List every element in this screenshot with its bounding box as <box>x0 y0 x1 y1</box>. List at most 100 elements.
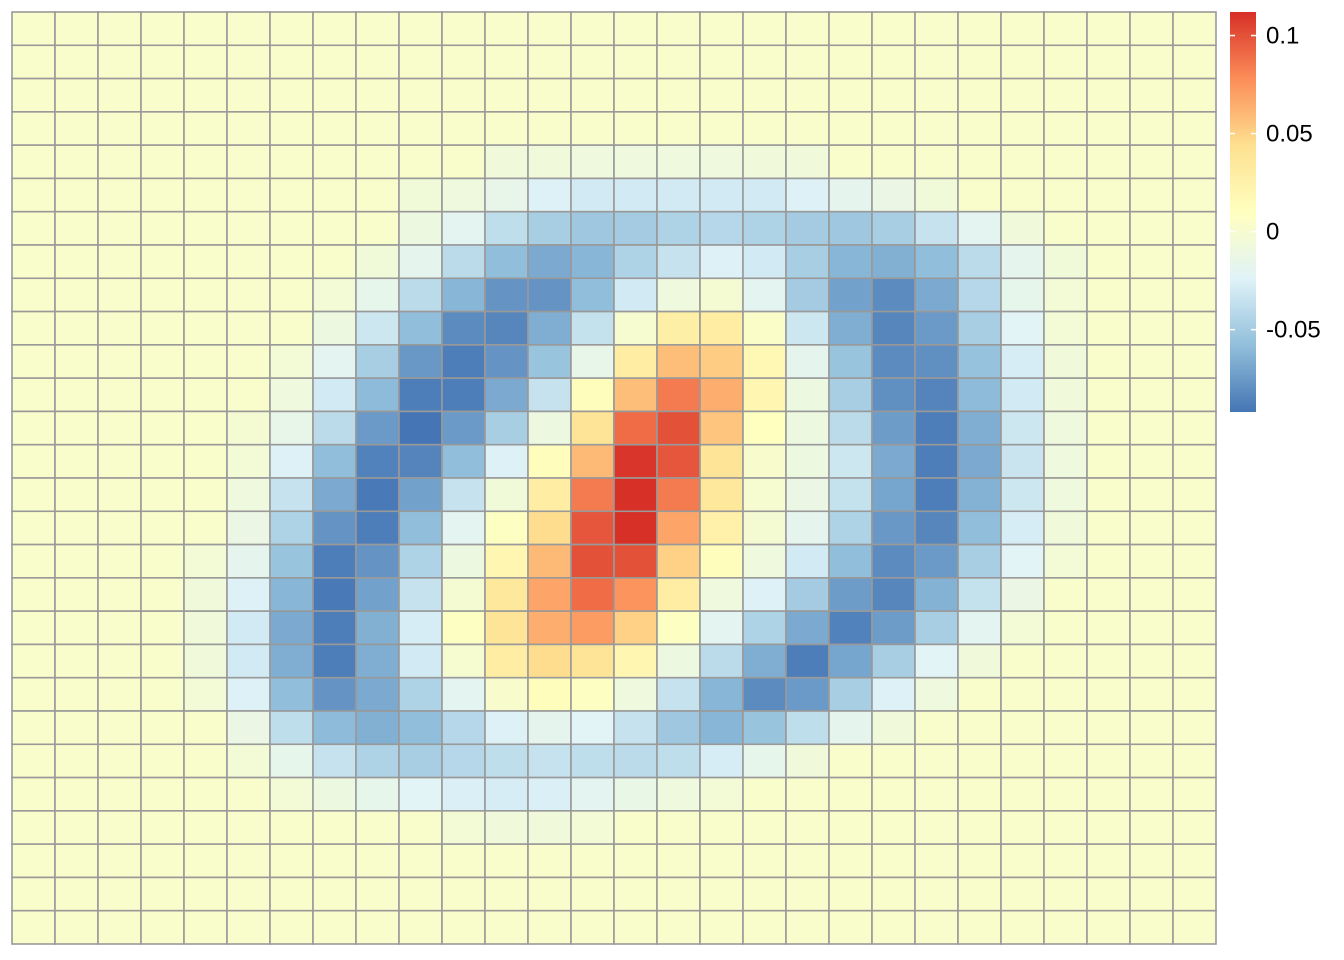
heatmap-cell <box>957 810 1002 845</box>
heatmap-cell <box>570 377 615 413</box>
heatmap-cell <box>570 177 615 213</box>
heatmap-cell <box>957 876 1002 912</box>
heatmap-cell <box>226 810 271 845</box>
heatmap-cell <box>226 710 271 746</box>
heatmap-cell <box>1172 44 1217 80</box>
heatmap-cell <box>570 44 615 80</box>
heatmap-cell <box>355 44 400 80</box>
heatmap-cell <box>54 776 99 812</box>
heatmap-cell <box>54 676 99 712</box>
heatmap-cell <box>699 643 744 679</box>
heatmap-cell <box>54 410 99 446</box>
heatmap-cell <box>1043 410 1088 446</box>
heatmap-cell <box>398 344 443 379</box>
heatmap-cell <box>699 843 744 879</box>
heatmap-cell <box>398 643 443 679</box>
heatmap-cell <box>97 410 142 446</box>
heatmap-cell <box>699 310 744 346</box>
heatmap-cell <box>1129 676 1174 712</box>
heatmap-cell <box>828 111 873 146</box>
heatmap-cell <box>785 876 830 912</box>
heatmap-cell <box>828 543 873 579</box>
heatmap-cell <box>398 477 443 513</box>
heatmap-cell <box>699 44 744 80</box>
heatmap-cell <box>1129 776 1174 812</box>
heatmap-cell <box>355 543 400 579</box>
heatmap-cell <box>871 410 916 446</box>
heatmap-cell <box>828 876 873 912</box>
heatmap-cell <box>742 810 787 845</box>
heatmap-cell <box>570 776 615 812</box>
heatmap-cell <box>699 177 744 213</box>
heatmap-cell <box>441 676 486 712</box>
heatmap-cell <box>97 510 142 546</box>
heatmap-cell <box>1000 410 1045 446</box>
heatmap-cell <box>742 443 787 479</box>
heatmap-cell <box>355 810 400 845</box>
heatmap-cell <box>269 643 314 679</box>
heatmap-cell <box>914 44 959 80</box>
heatmap-cell <box>269 77 314 113</box>
heatmap-cell <box>699 377 744 413</box>
heatmap-cell <box>742 676 787 712</box>
heatmap-cell <box>183 44 228 80</box>
heatmap-cell <box>398 377 443 413</box>
heatmap-cell <box>183 277 228 313</box>
heatmap-cell <box>1000 144 1045 180</box>
heatmap-cell <box>484 743 529 779</box>
heatmap-cell <box>140 210 185 246</box>
heatmap-cell <box>11 77 56 113</box>
heatmap-cell <box>140 810 185 845</box>
heatmap-cell <box>441 144 486 180</box>
heatmap-cell <box>1043 776 1088 812</box>
heatmap-cell <box>1086 11 1131 47</box>
heatmap-cell <box>97 11 142 47</box>
heatmap-cell <box>656 776 701 812</box>
heatmap-cell <box>398 577 443 612</box>
heatmap-cell <box>828 610 873 646</box>
heatmap-cell <box>1172 443 1217 479</box>
heatmap-cell <box>1000 810 1045 845</box>
heatmap-cell <box>269 410 314 446</box>
heatmap-cell <box>656 210 701 246</box>
heatmap-cell <box>140 77 185 113</box>
heatmap-cell <box>398 610 443 646</box>
heatmap-cell <box>54 710 99 746</box>
heatmap-cell <box>828 11 873 47</box>
heatmap-cell <box>699 876 744 912</box>
heatmap-cell <box>742 843 787 879</box>
heatmap-cell <box>1000 377 1045 413</box>
heatmap-cell <box>1000 743 1045 779</box>
heatmap-cell <box>140 44 185 80</box>
heatmap-cell <box>54 477 99 513</box>
heatmap-cell <box>914 344 959 379</box>
heatmap-cell <box>828 510 873 546</box>
heatmap-cell <box>527 676 572 712</box>
heatmap-cell <box>914 177 959 213</box>
heatmap-cell <box>140 510 185 546</box>
heatmap-cell <box>226 443 271 479</box>
colorbar-ticks: 0.1 0.05 0 -0.05 <box>1230 23 1321 344</box>
heatmap-cell <box>914 543 959 579</box>
heatmap-cell <box>226 577 271 612</box>
heatmap-cell <box>97 443 142 479</box>
heatmap-cell <box>54 810 99 845</box>
heatmap-cell <box>828 676 873 712</box>
heatmap-cell <box>656 643 701 679</box>
heatmap-cell <box>183 477 228 513</box>
heatmap-cell <box>11 610 56 646</box>
heatmap-cell <box>914 310 959 346</box>
heatmap-cell <box>1172 710 1217 746</box>
heatmap-cell <box>269 510 314 546</box>
heatmap-cell <box>828 410 873 446</box>
heatmap-cell <box>312 843 357 879</box>
heatmap-cell <box>914 410 959 446</box>
heatmap-cell <box>613 344 658 379</box>
heatmap-cell <box>1172 277 1217 313</box>
heatmap-cell <box>1043 177 1088 213</box>
heatmap-cell <box>957 477 1002 513</box>
heatmap-cell <box>699 743 744 779</box>
heatmap-cell <box>1000 344 1045 379</box>
heatmap-cell <box>97 909 142 945</box>
heatmap-cell <box>656 377 701 413</box>
